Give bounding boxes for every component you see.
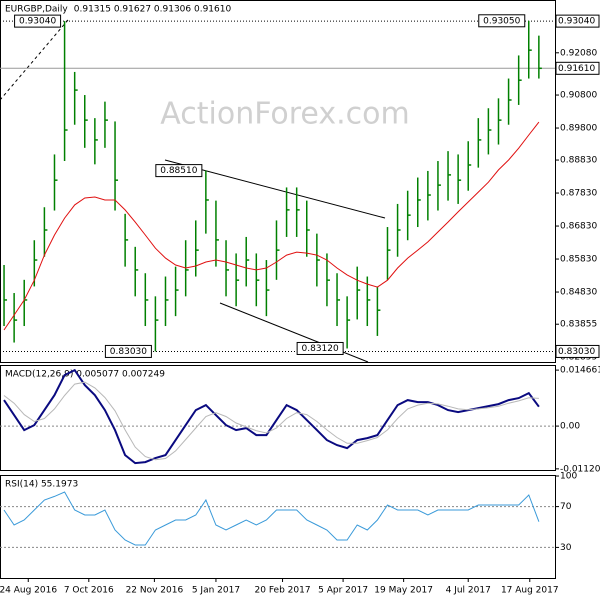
indicator-line [3, 368, 540, 465]
panel-title: RSI(14) 55.1973 [5, 480, 78, 490]
y-tick-label: 0.90800 [560, 91, 597, 101]
panel-subtitle: 0.91315 0.91627 0.91306 0.91610 [74, 5, 232, 15]
x-tick-label: 22 Nov 2016 [126, 586, 184, 596]
y-tick-label: 100 [560, 472, 577, 482]
price-label-box [555, 344, 600, 358]
annotation-label: 0.88510 [160, 166, 197, 176]
trend-line [0, 19, 69, 101]
y-tick-label: -0.011202 [560, 464, 600, 474]
annotation-box [14, 14, 62, 28]
y-tick-label: 0.86830 [560, 222, 597, 232]
y-tick-label: 0.85830 [560, 255, 597, 265]
y-tick-label: 0.83855 [560, 320, 597, 330]
x-tick-label: 20 Feb 2017 [255, 586, 311, 596]
price-label: 0.83030 [558, 347, 595, 357]
indicator-line [3, 381, 539, 461]
y-tick-label: 0.89800 [560, 124, 597, 134]
annotation-box [478, 14, 526, 28]
panel-title: MACD(12,26,9) 0.005077 0.007249 [5, 370, 165, 380]
x-tick-label: 5 Apr 2017 [318, 586, 368, 596]
price-label-box [555, 61, 600, 75]
annotation-label: 0.83030 [110, 347, 147, 357]
annotation-box [296, 341, 344, 355]
annotation-box [155, 164, 203, 178]
annotation-label: 0.93050 [483, 16, 520, 26]
x-tick-label: 17 Aug 2017 [501, 586, 559, 596]
price-label: 0.91610 [558, 64, 595, 74]
y-tick-label: 0.87830 [560, 189, 597, 199]
price-label: 0.93040 [558, 17, 595, 27]
moving-average [3, 121, 540, 331]
x-tick-label: 24 Aug 2016 [0, 586, 57, 596]
annotation-label: 0.83120 [302, 344, 339, 354]
trend-line [219, 302, 369, 363]
y-tick-label: 30 [560, 543, 572, 553]
y-tick-label: 0.014661 [560, 366, 600, 376]
annotation-box [104, 344, 152, 358]
panel-frame [0, 0, 556, 363]
x-tick-label: 7 Oct 2016 [64, 586, 114, 596]
annotation-label: 0.93040 [19, 17, 56, 27]
y-tick-label: 0.84830 [560, 288, 597, 298]
indicator-line [3, 491, 540, 546]
panel-frame [0, 365, 556, 471]
price-label-box [555, 14, 600, 28]
x-tick-label: 19 May 2017 [374, 586, 433, 596]
y-tick-label: 0.88830 [560, 156, 597, 166]
y-tick-label: 0.00 [560, 422, 580, 432]
y-tick-label: 70 [560, 502, 572, 512]
panel-frame [0, 475, 556, 579]
x-tick-label: 5 Jan 2017 [192, 586, 240, 596]
y-tick-label: 0.92080 [560, 48, 597, 58]
watermark: ActionForex.com [160, 97, 409, 132]
panel-title: EURGBP,Daily [5, 5, 68, 15]
x-tick-label: 4 Jul 2017 [446, 586, 491, 596]
